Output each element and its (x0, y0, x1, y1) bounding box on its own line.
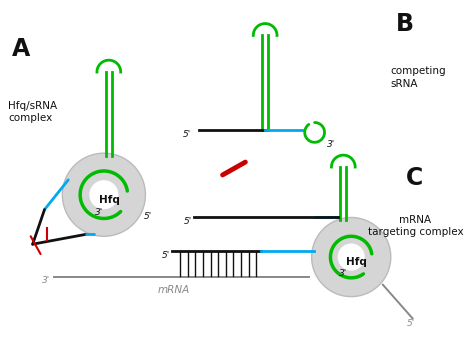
Text: 3': 3' (95, 208, 103, 217)
Circle shape (338, 244, 364, 270)
Text: Hfq/sRNA
complex: Hfq/sRNA complex (8, 101, 57, 123)
Circle shape (90, 181, 118, 208)
Text: B: B (396, 13, 414, 37)
Text: 5': 5' (184, 217, 192, 226)
Text: mRNA: mRNA (158, 285, 190, 295)
Text: Hfq: Hfq (100, 195, 120, 205)
Text: 5': 5' (407, 319, 415, 328)
Circle shape (311, 218, 391, 297)
Text: mRNA
targeting complex: mRNA targeting complex (368, 215, 464, 237)
Text: 3': 3' (339, 270, 347, 278)
Circle shape (62, 153, 146, 236)
Text: 3': 3' (327, 140, 335, 149)
Text: A: A (12, 37, 30, 61)
Text: competing
sRNA: competing sRNA (391, 66, 447, 88)
Text: 5': 5' (182, 130, 191, 139)
Text: 5': 5' (144, 212, 152, 221)
Text: C: C (406, 166, 423, 190)
Text: 5': 5' (162, 251, 170, 260)
Text: 3': 3' (42, 276, 50, 285)
Text: Hfq: Hfq (346, 257, 366, 267)
